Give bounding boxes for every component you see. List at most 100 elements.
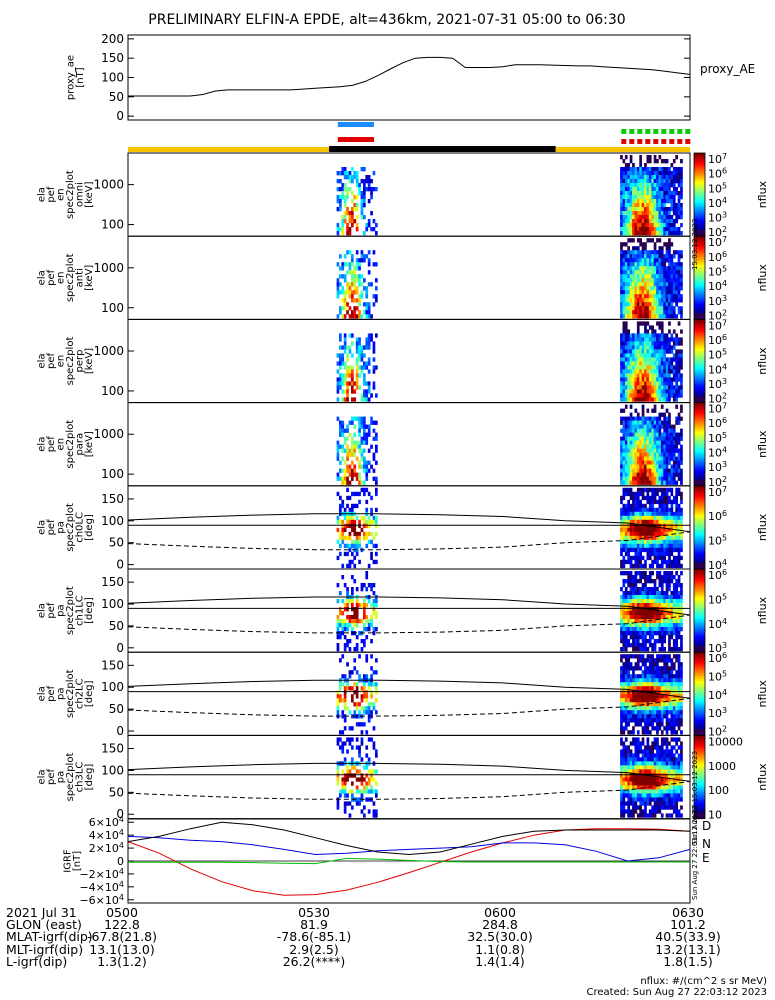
heat-cell xyxy=(620,270,623,275)
colorbar-step xyxy=(694,508,705,512)
heat-cell xyxy=(341,444,345,449)
heat-cell xyxy=(624,745,628,750)
heat-cell xyxy=(351,211,354,216)
heat-cell xyxy=(620,290,623,295)
heat-cell xyxy=(651,365,654,370)
heat-cell xyxy=(636,329,640,334)
colorbar-step xyxy=(694,504,705,508)
heat-cell xyxy=(351,472,354,477)
heat-cell xyxy=(632,472,635,477)
heat-cell xyxy=(680,266,683,271)
heat-cell xyxy=(651,199,654,204)
heat-cell xyxy=(622,159,626,164)
heat-cell xyxy=(629,432,633,437)
heat-cell xyxy=(648,662,652,667)
heat-cell xyxy=(370,587,373,592)
heat-cell xyxy=(656,627,659,632)
heat-cell xyxy=(627,262,630,267)
heat-cell xyxy=(624,290,628,295)
heat-cell xyxy=(622,349,626,354)
heat-cell xyxy=(658,377,662,382)
heat-cell xyxy=(636,456,640,461)
heat-cell xyxy=(639,539,642,545)
heat-cell xyxy=(668,250,671,255)
heat-cell xyxy=(372,381,376,386)
heat-cell xyxy=(646,219,650,224)
heat-cell xyxy=(632,337,635,342)
heat-cell xyxy=(363,424,366,429)
heat-cell xyxy=(646,397,650,402)
heat-cell xyxy=(627,393,630,398)
heat-cell xyxy=(670,286,674,291)
heat-cell xyxy=(355,262,359,267)
heat-cell xyxy=(355,702,359,707)
shadow-bar-black xyxy=(329,146,556,152)
heat-cell xyxy=(651,420,654,425)
heat-cell xyxy=(653,551,657,557)
heat-cell xyxy=(620,607,623,612)
heat-cell xyxy=(665,389,669,394)
heat-cell xyxy=(670,302,674,307)
heat-cell xyxy=(363,535,366,541)
heat-cell xyxy=(670,183,674,188)
heat-cell xyxy=(632,302,635,307)
colorbar-step xyxy=(694,383,705,387)
heat-cell xyxy=(677,714,681,719)
heat-cell xyxy=(367,397,371,402)
heat-cell xyxy=(651,282,654,287)
heat-cell xyxy=(670,563,674,569)
heat-cell xyxy=(636,666,640,671)
heat-cell xyxy=(339,635,342,640)
heat-cell xyxy=(656,631,659,636)
colorbar-step xyxy=(694,377,705,381)
heat-cell xyxy=(639,167,642,172)
heat-cell xyxy=(672,444,676,449)
heat-cell xyxy=(348,741,352,746)
heat-cell xyxy=(644,706,647,711)
heat-cell xyxy=(658,266,662,271)
colorbar-step xyxy=(694,163,705,166)
heat-cell xyxy=(355,531,359,537)
heat-cell xyxy=(343,643,347,648)
heat-cell xyxy=(358,674,361,679)
heat-cell xyxy=(660,714,664,719)
dotted-bar-green xyxy=(661,129,667,134)
heat-cell xyxy=(341,714,345,719)
tick-base: 10 xyxy=(708,349,722,362)
heat-cell xyxy=(663,487,666,493)
heat-cell xyxy=(624,718,628,723)
heat-cell xyxy=(629,476,633,481)
colorbar-step xyxy=(694,656,705,659)
heat-cell xyxy=(639,619,642,624)
heat-cell xyxy=(339,424,342,429)
heat-cell xyxy=(353,424,357,429)
heat-cell xyxy=(663,353,666,358)
spectrogram-frame xyxy=(127,485,691,570)
heat-cell xyxy=(675,511,678,517)
heat-cell xyxy=(644,535,647,541)
heat-cell xyxy=(622,460,626,465)
heat-cell xyxy=(363,436,366,441)
colorbar-step xyxy=(694,182,705,185)
heat-cell xyxy=(677,416,681,421)
colorbar-step xyxy=(694,695,705,699)
heat-cell xyxy=(372,603,376,608)
heat-cell xyxy=(363,480,366,485)
heat-cell xyxy=(639,611,642,616)
heat-cell xyxy=(651,227,654,232)
heat-cell xyxy=(656,726,659,731)
heat-cell xyxy=(346,551,349,557)
heat-cell xyxy=(644,591,647,596)
heat-cell xyxy=(375,658,378,663)
heat-cell xyxy=(639,468,642,473)
heat-cell xyxy=(665,726,669,731)
heat-cell xyxy=(624,353,628,358)
heat-cell xyxy=(644,381,647,386)
heat-cell xyxy=(346,682,349,687)
heat-cell xyxy=(375,670,378,675)
heat-cell xyxy=(632,393,635,398)
heat-cell xyxy=(358,302,361,307)
heat-cell xyxy=(622,706,626,711)
heat-cell xyxy=(343,337,347,342)
heat-cell xyxy=(660,718,664,723)
